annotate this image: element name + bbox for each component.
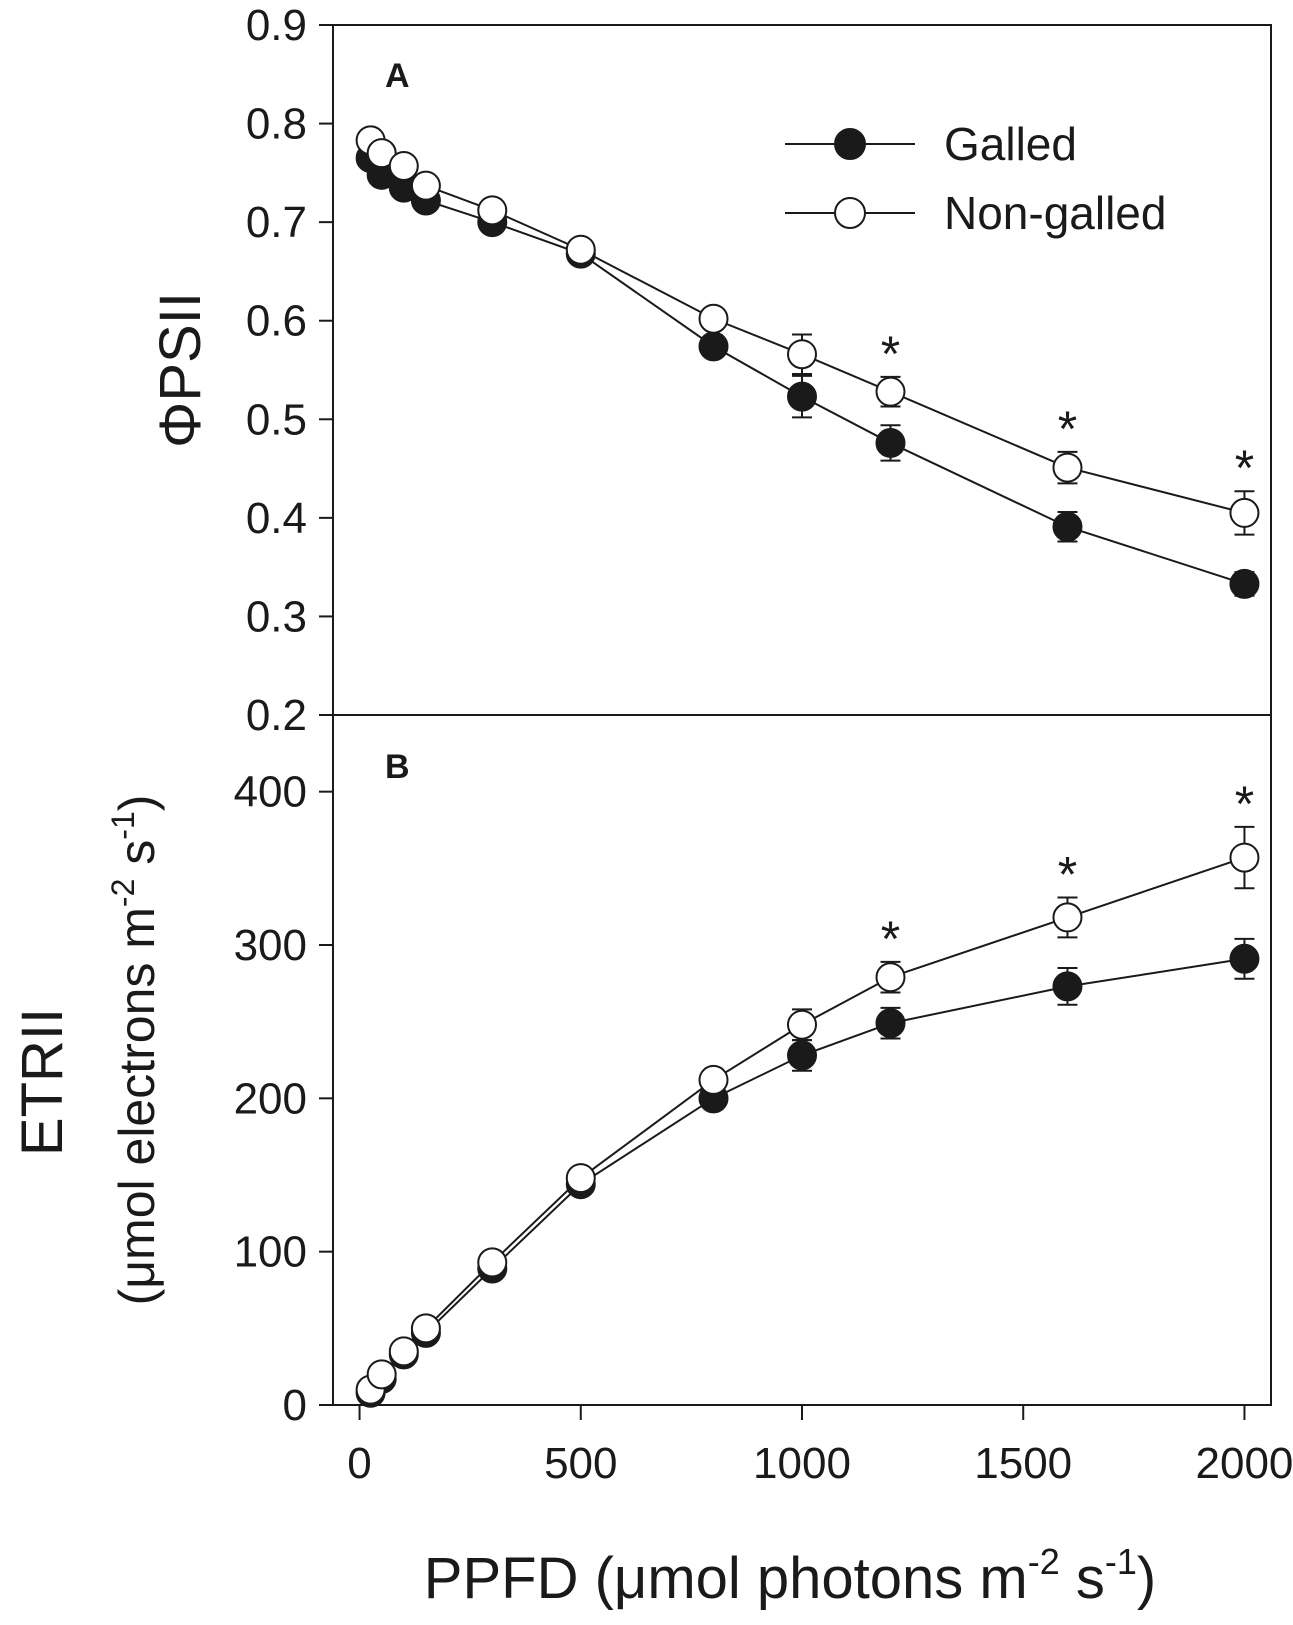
panel-a-y-axis: 0.2 0.3 0.4 0.5 0.6 0.7 0.8 0.9 [246, 1, 333, 740]
panel-b-plot: * * * [355, 776, 1260, 1408]
x-title-mu: μ [614, 1546, 647, 1611]
panel-a-nongalled-point [875, 376, 906, 407]
y-units-mu: μ [109, 1260, 165, 1289]
panel-a-significance-marker: * [881, 326, 900, 382]
panel-a-galled-point [1229, 568, 1260, 599]
panel-a-significance-marker: * [1058, 401, 1077, 457]
legend-nongalled-label: Non-galled [944, 187, 1166, 239]
panel-a-nongalled-point [477, 195, 508, 226]
y-units-sup2: -1 [105, 811, 141, 839]
panel-b-nongalled-point [698, 1064, 729, 1095]
x-title-sup1: -2 [1028, 1541, 1060, 1582]
y-units-s: s [109, 840, 165, 879]
x-title-close: ) [1137, 1546, 1156, 1611]
panel-a-galled-point [698, 331, 729, 362]
panel-a-significance-marker: * [1235, 440, 1254, 496]
x-tick-label: 1500 [974, 1439, 1072, 1488]
panel-b-significance-marker: * [881, 911, 900, 967]
panel-b-letter: B [385, 748, 410, 786]
panel-a-nongalled-point [388, 150, 419, 181]
panel-a-nongalled-point [787, 339, 817, 370]
panel-a-y-tick-label: 0.3 [246, 592, 307, 641]
panel-a-letter: A [385, 57, 410, 95]
legend-galled-label: Galled [944, 118, 1077, 170]
x-tick-label: 1000 [753, 1439, 851, 1488]
legend-galled-marker [834, 128, 866, 160]
panel-a-y-title: ΦPSII [148, 292, 213, 448]
panel-b-nongalled-point [410, 1313, 441, 1344]
panel-b-nongalled-point [1052, 902, 1083, 933]
x-axis-title: PPFD (μmol photons m-2 s-1) [424, 1541, 1156, 1611]
panel-b-nongalled-point [388, 1336, 419, 1367]
x-tick-label: 500 [544, 1439, 617, 1488]
panel-a-plot: * * * [355, 125, 1260, 599]
panel-b-significance-marker: * [1058, 846, 1077, 902]
panel-b-galled-point [787, 1040, 817, 1071]
panel-b-y-tick-label: 100 [234, 1228, 307, 1277]
y-units-sup1: -2 [105, 879, 141, 907]
legend-nongalled-marker [834, 197, 866, 229]
y-units-text: mol electrons m [109, 907, 165, 1260]
x-title-text: mol photons m [647, 1546, 1027, 1611]
panel-a-y-tick-label: 0.8 [246, 100, 307, 149]
panel-a-nongalled-point [1229, 497, 1260, 528]
panel-b-nongalled-point [366, 1359, 397, 1390]
panel-b-y-axis: 0 100 200 300 400 [234, 768, 333, 1430]
panel-a-galled-point [787, 381, 817, 412]
panel-a-nongalled-point [565, 234, 596, 265]
legend: Galled Non-galled [785, 118, 1166, 239]
x-title-s: s [1060, 1546, 1105, 1611]
panel-b-y-units: (μmol electrons m-2 s-1) [105, 795, 165, 1306]
panel-a-y-tick-label: 0.2 [246, 691, 307, 740]
panel-b-nongalled-point [565, 1163, 596, 1194]
panel-b-galled-point [1229, 943, 1260, 974]
y-units-close: ) [109, 795, 165, 812]
panel-a-galled-point [875, 427, 906, 458]
panel-b-nongalled-point [477, 1247, 508, 1278]
panel-b-y-tick-label: 400 [234, 768, 307, 817]
panel-b-galled-point [875, 1008, 906, 1039]
panel-b-nongalled-point [1229, 842, 1260, 873]
panel-a-y-tick-label: 0.6 [246, 297, 307, 346]
panel-a-y-tick-label: 0.5 [246, 395, 307, 444]
panel-b-y-tick-label: 300 [234, 921, 307, 970]
panel-a-y-tick-label: 0.4 [246, 494, 307, 543]
panel-b-y-tick-label: 0 [283, 1381, 307, 1430]
panel-b-galled-point [1052, 971, 1083, 1002]
panel-b-significance-marker: * [1235, 776, 1254, 832]
panel-a-nongalled-point [698, 303, 729, 334]
panel-a-nongalled-point [366, 138, 397, 169]
x-tick-label: 2000 [1196, 1439, 1293, 1488]
panel-a-galled-point [1052, 511, 1083, 542]
x-title-main: PPFD ( [424, 1546, 614, 1611]
panel-b-y-tick-label: 200 [234, 1074, 307, 1123]
panel-a-y-tick-label: 0.9 [246, 1, 307, 50]
panel-a-y-tick-label: 0.7 [246, 198, 307, 247]
y-units-open: ( [109, 1288, 165, 1305]
x-title-sup2: -1 [1105, 1541, 1137, 1582]
x-tick-label: 0 [347, 1439, 371, 1488]
panel-b-y-title: ETRII [10, 1008, 75, 1156]
panel-b-nongalled-point [875, 962, 906, 993]
panel-a-nongalled-point [1052, 452, 1083, 483]
panel-b-nongalled-point [787, 1009, 817, 1040]
panel-a-nongalled-point [410, 170, 441, 201]
x-axis: 0 500 1000 1500 2000 [347, 1405, 1293, 1488]
